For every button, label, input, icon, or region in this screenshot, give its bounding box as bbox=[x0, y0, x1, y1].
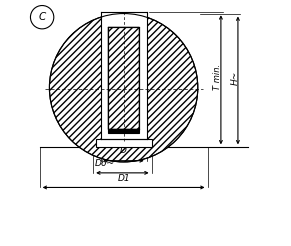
FancyBboxPatch shape bbox=[108, 129, 139, 134]
Text: T min.: T min. bbox=[214, 64, 223, 91]
Circle shape bbox=[49, 14, 198, 162]
Text: H~: H~ bbox=[230, 71, 239, 85]
Text: D: D bbox=[120, 146, 127, 155]
FancyBboxPatch shape bbox=[100, 12, 147, 139]
Circle shape bbox=[31, 5, 54, 29]
Text: D1: D1 bbox=[117, 174, 130, 183]
Text: C: C bbox=[38, 12, 46, 22]
FancyBboxPatch shape bbox=[108, 27, 139, 129]
Text: D6~: D6~ bbox=[94, 159, 115, 168]
FancyBboxPatch shape bbox=[96, 139, 152, 147]
